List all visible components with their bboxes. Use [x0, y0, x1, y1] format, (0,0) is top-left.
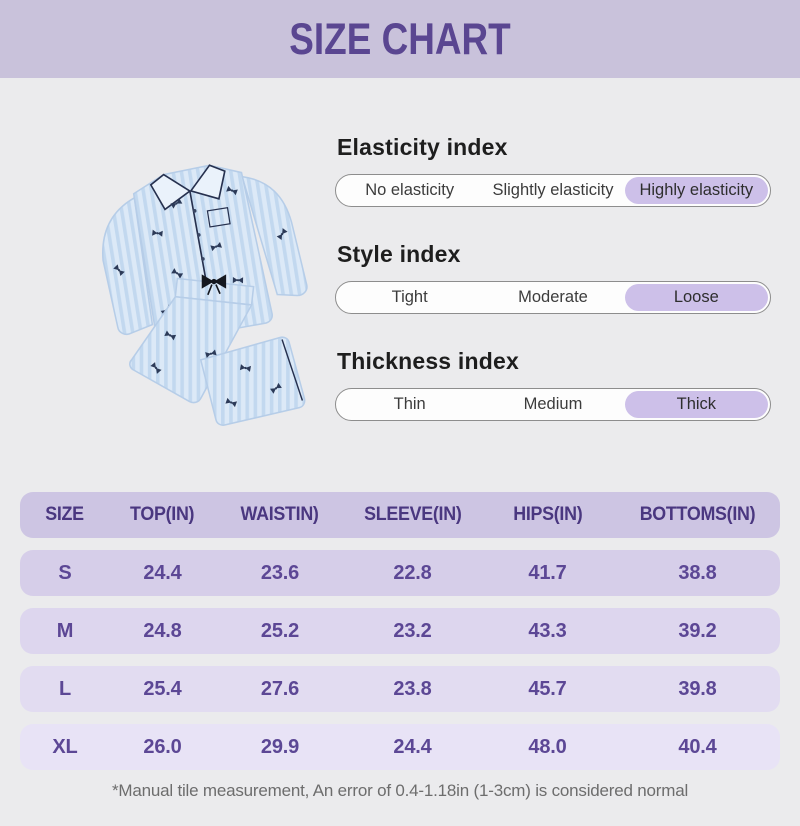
- top-cell: 26.0: [143, 735, 182, 758]
- sleeve-cell: 23.8: [393, 677, 432, 700]
- style-index-title: Style index: [337, 241, 461, 267]
- bottoms-cell: 39.8: [678, 677, 717, 700]
- bottoms-cell: 38.8: [678, 561, 717, 584]
- elasticity-option-slight: Slightly elasticity: [492, 181, 614, 199]
- table-header-row: SIZE TOP(IN) WAISTIN) SLEEVE(IN) HIPS(IN…: [20, 492, 780, 538]
- waist-cell: 27.6: [260, 677, 300, 700]
- sleeve-cell: 24.4: [393, 735, 432, 758]
- sleeve-cell: 22.8: [393, 561, 432, 584]
- hips-cell: 43.3: [528, 619, 567, 642]
- top-cell: 24.8: [143, 619, 182, 642]
- product-image: [50, 126, 325, 431]
- size-cell: M: [56, 619, 74, 642]
- elasticity-option-high: Highly elasticity: [624, 177, 768, 204]
- size-cell: XL: [52, 735, 78, 758]
- hips-cell: 41.7: [528, 561, 567, 584]
- style-option-moderate: Moderate: [518, 288, 588, 306]
- waist-cell: 25.2: [260, 619, 300, 642]
- size-cell: S: [58, 561, 72, 584]
- elasticity-index-section: Elasticity index No elasticity Slightly …: [335, 134, 771, 207]
- thickness-index-section: Thickness index Thin Medium Thick: [335, 348, 771, 421]
- style-index-section: Style index Tight Moderate Loose: [335, 241, 771, 314]
- elasticity-index-title: Elasticity index: [337, 134, 508, 160]
- top-cell: 25.4: [143, 677, 182, 700]
- column-header-sleeve: SLEEVE(IN): [363, 504, 462, 525]
- thickness-option-medium: Medium: [523, 395, 583, 413]
- size-cell: L: [58, 677, 72, 700]
- thickness-index-title: Thickness index: [337, 348, 519, 374]
- table-row-l: L 25.4 27.6 23.8 45.7 39.8: [20, 666, 780, 712]
- page-title: SIZE CHART: [289, 13, 511, 64]
- column-header-size: SIZE: [45, 504, 85, 525]
- elasticity-index-scale: No elasticity Slightly elasticity Highly…: [335, 174, 771, 207]
- sleeve-cell: 23.2: [393, 619, 432, 642]
- measurement-footnote: *Manual tile measurement, An error of 0.…: [111, 781, 689, 800]
- hips-cell: 48.0: [528, 735, 567, 758]
- index-panel: Elasticity index No elasticity Slightly …: [335, 134, 771, 455]
- thickness-option-thick: Thick: [624, 391, 768, 418]
- column-header-waist: WAISTIN): [240, 504, 320, 525]
- column-header-hips: HIPS(IN): [512, 504, 583, 525]
- size-table: SIZE TOP(IN) WAISTIN) SLEEVE(IN) HIPS(IN…: [20, 492, 780, 770]
- pajama-pants: [129, 274, 306, 426]
- bow-icon: [201, 274, 227, 296]
- bottoms-cell: 40.4: [678, 735, 717, 758]
- top-cell: 24.4: [143, 561, 182, 584]
- thickness-index-scale: Thin Medium Thick: [335, 388, 771, 421]
- waist-cell: 23.6: [260, 561, 300, 584]
- pajama-illustration: [102, 164, 308, 426]
- elasticity-option-none: No elasticity: [365, 181, 455, 199]
- style-option-loose: Loose: [624, 284, 768, 311]
- style-option-tight: Tight: [391, 288, 428, 306]
- hips-cell: 45.7: [528, 677, 567, 700]
- header-band: SIZE CHART: [0, 0, 800, 78]
- table-row-s: S 24.4 23.6 22.8 41.7 38.8: [20, 550, 780, 596]
- column-header-bottoms: BOTTOMS(IN): [639, 504, 756, 525]
- column-header-top: TOP(IN): [130, 504, 195, 525]
- waist-cell: 29.9: [260, 735, 300, 758]
- bottoms-cell: 39.2: [678, 619, 717, 642]
- table-row-m: M 24.8 25.2 23.2 43.3 39.2: [20, 608, 780, 654]
- thickness-option-thin: Thin: [393, 395, 426, 413]
- table-row-xl: XL 26.0 29.9 24.4 48.0 40.4: [20, 724, 780, 770]
- style-index-scale: Tight Moderate Loose: [335, 281, 771, 314]
